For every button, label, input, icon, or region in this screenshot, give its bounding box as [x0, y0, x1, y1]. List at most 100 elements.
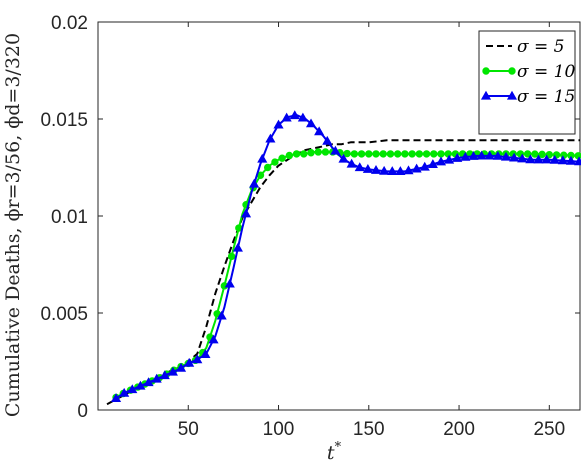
x-axis-label-sup: *	[335, 440, 342, 455]
data-point	[249, 178, 260, 188]
legend: σ = 5 σ = 10 σ = 15	[478, 30, 576, 135]
data-point	[435, 156, 447, 166]
data-point	[271, 158, 279, 166]
data-point	[460, 151, 471, 161]
data-point	[411, 163, 422, 173]
data-point	[403, 165, 414, 175]
data-point	[476, 150, 487, 160]
data-point	[523, 150, 532, 158]
legend-marker	[508, 67, 516, 75]
data-point	[452, 152, 463, 162]
data-point	[278, 154, 286, 162]
y-tick-label: 0.02	[51, 13, 88, 34]
legend-label: σ = 5	[517, 37, 564, 57]
data-point	[393, 150, 402, 158]
x-axis-label: t*	[327, 440, 342, 464]
data-point	[263, 163, 272, 172]
x-tick-label: 50	[178, 419, 199, 440]
data-point	[224, 278, 235, 288]
data-point	[110, 393, 122, 403]
data-point	[372, 150, 380, 158]
data-point	[314, 148, 322, 156]
legend-box	[478, 30, 576, 135]
data-point	[492, 150, 503, 160]
data-point	[422, 150, 431, 158]
data-point	[330, 145, 341, 155]
y-tick-label: 0	[77, 401, 88, 422]
y-tick-label: 0.01	[51, 207, 88, 228]
x-tick-label: 200	[443, 419, 475, 440]
data-point	[427, 159, 438, 168]
data-point	[297, 112, 308, 122]
data-point	[143, 377, 154, 387]
data-point	[232, 242, 243, 252]
data-point	[227, 252, 236, 261]
data-point	[300, 150, 308, 158]
data-point	[346, 158, 357, 168]
data-point	[354, 162, 365, 172]
data-point	[531, 150, 539, 158]
data-point	[257, 153, 268, 163]
data-point	[415, 150, 424, 158]
data-point	[350, 150, 359, 158]
data-point	[184, 357, 195, 367]
data-point	[175, 362, 187, 372]
data-point	[379, 150, 387, 158]
legend-marker	[480, 90, 492, 100]
data-point	[541, 154, 552, 164]
data-point	[159, 370, 170, 380]
x-axis-label-base: t	[327, 442, 335, 464]
data-point	[200, 349, 211, 358]
data-point	[386, 150, 395, 158]
legend-marker	[506, 90, 518, 100]
data-point	[525, 154, 536, 164]
x-tick-label: 250	[533, 419, 565, 440]
data-point	[338, 153, 349, 163]
data-point	[419, 161, 430, 171]
data-point	[321, 148, 330, 156]
data-point	[408, 150, 416, 158]
data-point	[265, 133, 276, 143]
data-point	[273, 119, 284, 129]
data-point	[549, 154, 560, 164]
data-point	[437, 150, 445, 158]
data-point	[208, 334, 219, 344]
legend-marker	[482, 67, 490, 75]
data-point	[343, 149, 351, 158]
data-point	[517, 153, 528, 163]
data-point	[281, 112, 292, 122]
data-point	[357, 150, 366, 158]
data-point	[322, 135, 333, 145]
data-point	[557, 155, 568, 165]
data-point	[292, 150, 301, 158]
y-tick-label: 0.005	[40, 304, 88, 325]
legend-label: σ = 10	[517, 62, 575, 82]
legend-label: σ = 15	[517, 87, 575, 107]
data-point	[289, 110, 300, 120]
data-point	[565, 155, 577, 165]
data-point	[401, 150, 409, 158]
data-point	[545, 150, 554, 159]
data-point	[430, 150, 438, 158]
data-point	[509, 152, 520, 162]
legend-items: σ = 5 σ = 10 σ = 15	[480, 37, 575, 107]
series-layer	[106, 110, 581, 406]
data-point	[314, 126, 325, 136]
data-point	[444, 154, 455, 164]
series-3	[110, 110, 581, 403]
axis-ticks: 50 100 150 200 250 0 0.005 0.01 0.015 0.02	[40, 13, 580, 440]
data-point	[151, 373, 162, 383]
y-tick-label: 0.015	[40, 110, 88, 131]
data-point	[307, 149, 315, 157]
y-axis-label: Cumulative Deaths, ϕr=3/56, ϕd=3/320	[2, 33, 24, 417]
data-point	[167, 366, 178, 376]
data-point	[379, 165, 390, 175]
x-tick-label: 150	[353, 419, 385, 440]
data-point	[365, 150, 373, 158]
legend-item-2: σ = 10	[482, 62, 575, 82]
data-point	[370, 165, 382, 174]
data-point	[119, 387, 130, 397]
data-point	[395, 166, 406, 176]
data-point	[533, 154, 544, 164]
